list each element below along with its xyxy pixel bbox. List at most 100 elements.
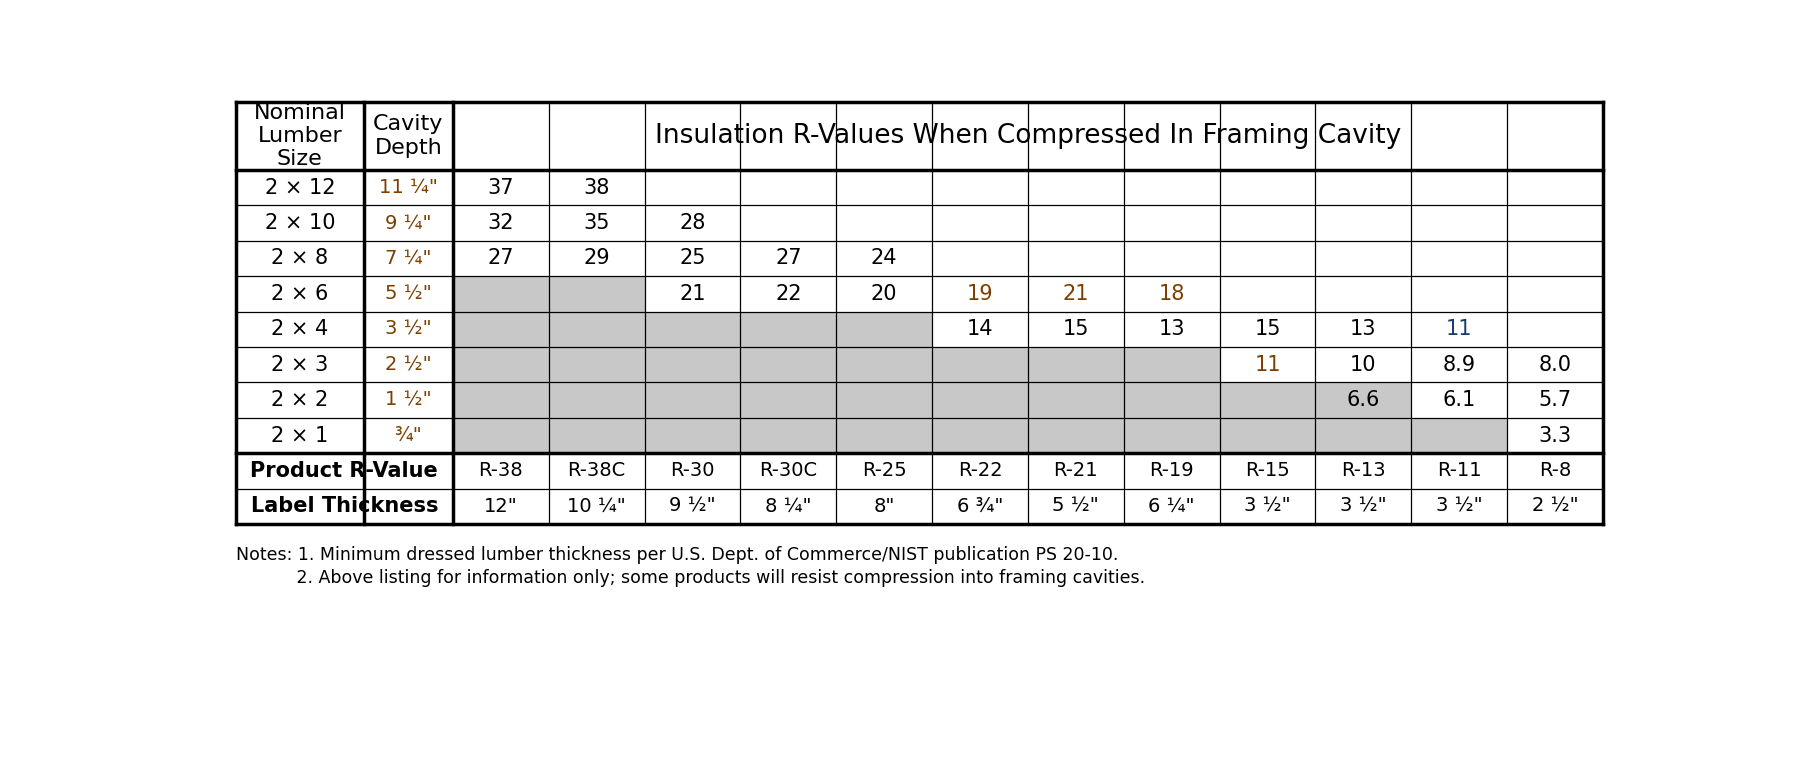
Bar <box>1315 382 1412 418</box>
Bar <box>1315 418 1412 454</box>
Text: 15: 15 <box>1062 319 1089 339</box>
Text: 14: 14 <box>967 319 994 339</box>
Text: R-22: R-22 <box>958 461 1003 481</box>
Bar <box>1220 382 1315 418</box>
Bar <box>452 347 549 382</box>
Text: 2 × 4: 2 × 4 <box>271 319 328 339</box>
Bar <box>1123 382 1220 418</box>
Text: 28: 28 <box>680 213 705 233</box>
Text: 8": 8" <box>874 497 895 515</box>
Text: 2. Above listing for information only; some products will resist compression int: 2. Above listing for information only; s… <box>235 569 1145 587</box>
Text: R-38: R-38 <box>479 461 524 481</box>
Text: 9 ½": 9 ½" <box>669 497 716 515</box>
Bar <box>549 276 644 312</box>
Bar <box>549 418 644 454</box>
Text: R-25: R-25 <box>861 461 906 481</box>
Text: 10 ¼": 10 ¼" <box>567 497 626 515</box>
Text: 3 ½": 3 ½" <box>1245 497 1292 515</box>
Text: 11: 11 <box>1254 354 1281 375</box>
Text: 2 × 10: 2 × 10 <box>264 213 335 233</box>
Text: 2 ½": 2 ½" <box>386 355 432 374</box>
Bar <box>549 347 644 382</box>
Text: 25: 25 <box>680 248 705 269</box>
Text: 13: 13 <box>1351 319 1376 339</box>
Text: 6.6: 6.6 <box>1347 390 1380 410</box>
Bar <box>933 382 1028 418</box>
Text: 32: 32 <box>488 213 515 233</box>
Text: 5.7: 5.7 <box>1539 390 1572 410</box>
Text: R-15: R-15 <box>1245 461 1290 481</box>
Text: R-38C: R-38C <box>567 461 626 481</box>
Text: 2 × 6: 2 × 6 <box>271 284 328 304</box>
Text: Notes: 1. Minimum dressed lumber thickness per U.S. Dept. of Commerce/NIST publi: Notes: 1. Minimum dressed lumber thickne… <box>235 546 1118 563</box>
Text: 6 ¼": 6 ¼" <box>1148 497 1195 515</box>
Text: 24: 24 <box>870 248 897 269</box>
Bar <box>836 382 933 418</box>
Text: 11: 11 <box>1446 319 1473 339</box>
Text: 13: 13 <box>1159 319 1186 339</box>
Bar <box>1123 418 1220 454</box>
Text: ¾": ¾" <box>395 426 422 445</box>
Bar <box>1220 418 1315 454</box>
Bar <box>741 312 836 347</box>
Text: R-11: R-11 <box>1437 461 1482 481</box>
Text: R-13: R-13 <box>1342 461 1385 481</box>
Bar <box>741 418 836 454</box>
Bar <box>1028 347 1123 382</box>
Bar <box>235 102 1604 524</box>
Text: 3 ½": 3 ½" <box>1340 497 1387 515</box>
Text: R-8: R-8 <box>1539 461 1572 481</box>
Text: 37: 37 <box>488 177 515 197</box>
Text: R-30C: R-30C <box>759 461 818 481</box>
Text: 2 × 2: 2 × 2 <box>271 390 328 410</box>
Bar <box>644 418 741 454</box>
Text: 2 × 8: 2 × 8 <box>271 248 328 269</box>
Bar <box>741 382 836 418</box>
Text: 11 ¼": 11 ¼" <box>379 178 438 197</box>
Text: 2 ½": 2 ½" <box>1532 497 1579 515</box>
Text: 5 ½": 5 ½" <box>386 284 432 303</box>
Bar <box>933 347 1028 382</box>
Text: 3 ½": 3 ½" <box>386 320 432 339</box>
Text: R-30: R-30 <box>671 461 714 481</box>
Text: 3 ½": 3 ½" <box>1435 497 1482 515</box>
Text: Product R-Value: Product R-Value <box>251 461 438 481</box>
Text: 12": 12" <box>484 497 518 515</box>
Bar <box>452 312 549 347</box>
Text: R-21: R-21 <box>1053 461 1098 481</box>
Text: 35: 35 <box>583 213 610 233</box>
Bar <box>1123 347 1220 382</box>
Text: 6 ¾": 6 ¾" <box>956 497 1003 515</box>
Text: 27: 27 <box>488 248 515 269</box>
Text: 20: 20 <box>870 284 897 304</box>
Text: 18: 18 <box>1159 284 1184 304</box>
Text: Cavity
Depth: Cavity Depth <box>373 115 443 158</box>
Text: 1 ½": 1 ½" <box>386 391 432 409</box>
Text: R-19: R-19 <box>1150 461 1195 481</box>
Bar <box>836 312 933 347</box>
Text: 38: 38 <box>583 177 610 197</box>
Text: 27: 27 <box>775 248 802 269</box>
Text: 21: 21 <box>680 284 705 304</box>
Bar <box>549 312 644 347</box>
Text: 2 × 12: 2 × 12 <box>264 177 335 197</box>
Bar <box>644 347 741 382</box>
Bar <box>741 347 836 382</box>
Text: 9 ¼": 9 ¼" <box>386 214 432 232</box>
Text: 2 × 3: 2 × 3 <box>271 354 328 375</box>
Bar <box>452 276 549 312</box>
Text: 22: 22 <box>775 284 802 304</box>
Bar <box>452 382 549 418</box>
Bar <box>933 418 1028 454</box>
Text: Label Thickness: Label Thickness <box>251 496 438 516</box>
Text: 8 ¼": 8 ¼" <box>764 497 811 515</box>
Text: Nominal
Lumber
Size: Nominal Lumber Size <box>253 103 346 170</box>
Bar <box>836 347 933 382</box>
Bar <box>644 312 741 347</box>
Text: 5 ½": 5 ½" <box>1053 497 1100 515</box>
Bar <box>644 382 741 418</box>
Bar <box>549 382 644 418</box>
Text: 10: 10 <box>1351 354 1376 375</box>
Text: 19: 19 <box>967 284 994 304</box>
Text: 3.3: 3.3 <box>1539 426 1572 446</box>
